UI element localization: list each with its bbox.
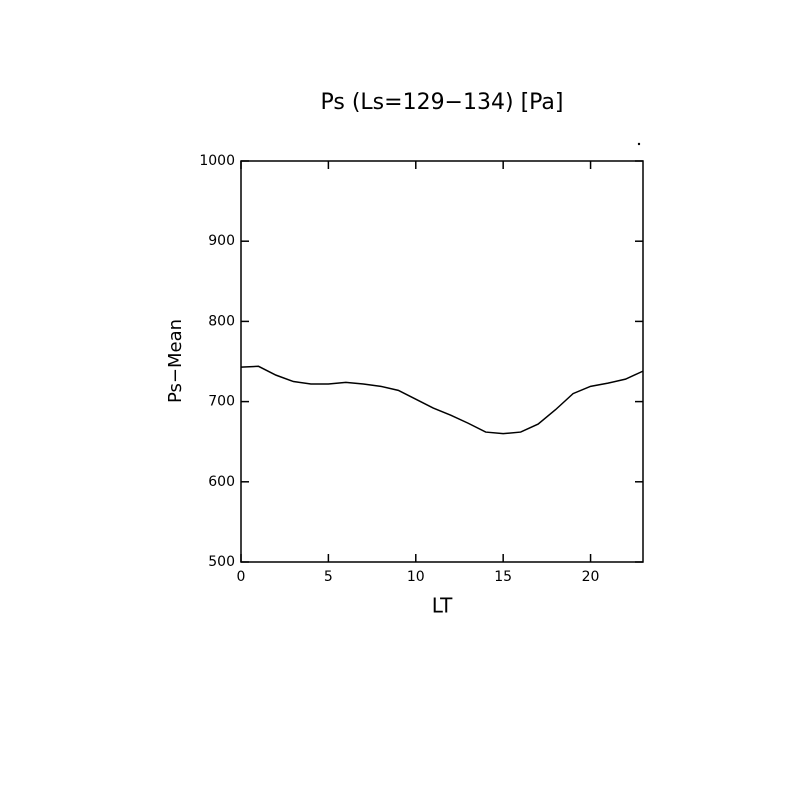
y-axis-label: Ps−Mean <box>165 319 186 403</box>
y-tick-label: 700 <box>208 394 235 410</box>
x-tick-label: 15 <box>494 569 512 585</box>
data-line <box>240 365 644 435</box>
x-tick-label: 0 <box>237 569 246 585</box>
x-tick-label: 5 <box>324 569 333 585</box>
y-tick-label: 1000 <box>199 153 235 169</box>
x-axis-label: LT <box>432 594 453 618</box>
plot-frame <box>240 160 644 563</box>
x-tick-label: 10 <box>407 569 425 585</box>
x-tick-label: 20 <box>582 569 600 585</box>
y-tick-label: 600 <box>208 474 235 490</box>
y-tick-label: 900 <box>208 233 235 249</box>
chart-title: Ps (Ls=129−134) [Pa] <box>321 90 564 115</box>
y-tick-label: 800 <box>208 313 235 329</box>
y-tick-label: 500 <box>208 554 235 570</box>
marker-dot <box>637 142 641 146</box>
